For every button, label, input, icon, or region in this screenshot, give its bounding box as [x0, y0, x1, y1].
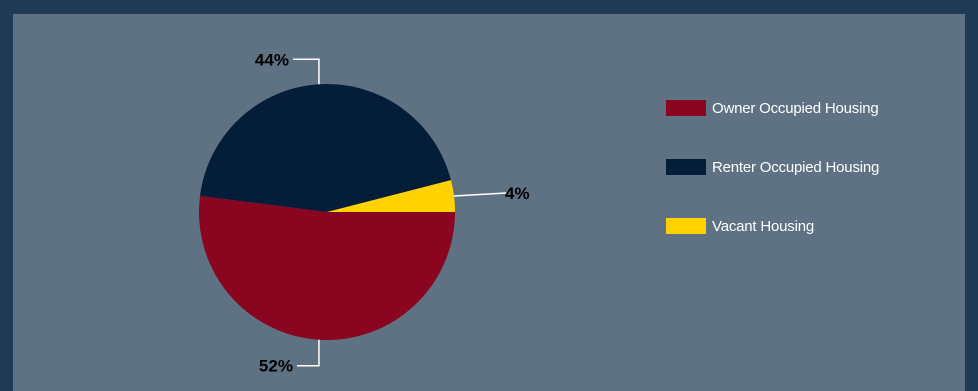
- legend-swatch-vacant: [666, 218, 706, 234]
- legend-label-owner: Owner Occupied Housing: [712, 99, 879, 117]
- pie-slice-owner: [199, 195, 455, 340]
- pie-slice-vacant: [327, 180, 455, 212]
- leader-line-owner: [296, 339, 320, 367]
- legend-item-vacant: Vacant Housing: [666, 216, 879, 236]
- leader-line-vacant: [453, 192, 507, 197]
- chart-panel: 52% 44% 4% Owner Occupied Housing Renter O…: [13, 14, 965, 391]
- leader-line-renter: [292, 58, 320, 85]
- data-label-renter: 44%: [255, 50, 289, 69]
- pie-chart: 52% 44% 4%: [199, 50, 530, 376]
- legend-label-vacant: Vacant Housing: [712, 217, 814, 235]
- legend-item-renter: Renter Occupied Housing: [666, 157, 879, 177]
- data-label-vacant: 4%: [505, 184, 530, 203]
- legend-swatch-owner: [666, 100, 706, 116]
- legend-label-renter: Renter Occupied Housing: [712, 158, 880, 176]
- pie-slice-renter: [200, 84, 451, 212]
- legend-item-owner: Owner Occupied Housing: [666, 98, 879, 118]
- chart-legend: Owner Occupied Housing Renter Occupied H…: [666, 98, 879, 236]
- legend-swatch-renter: [666, 159, 706, 175]
- data-label-owner: 52%: [259, 357, 293, 376]
